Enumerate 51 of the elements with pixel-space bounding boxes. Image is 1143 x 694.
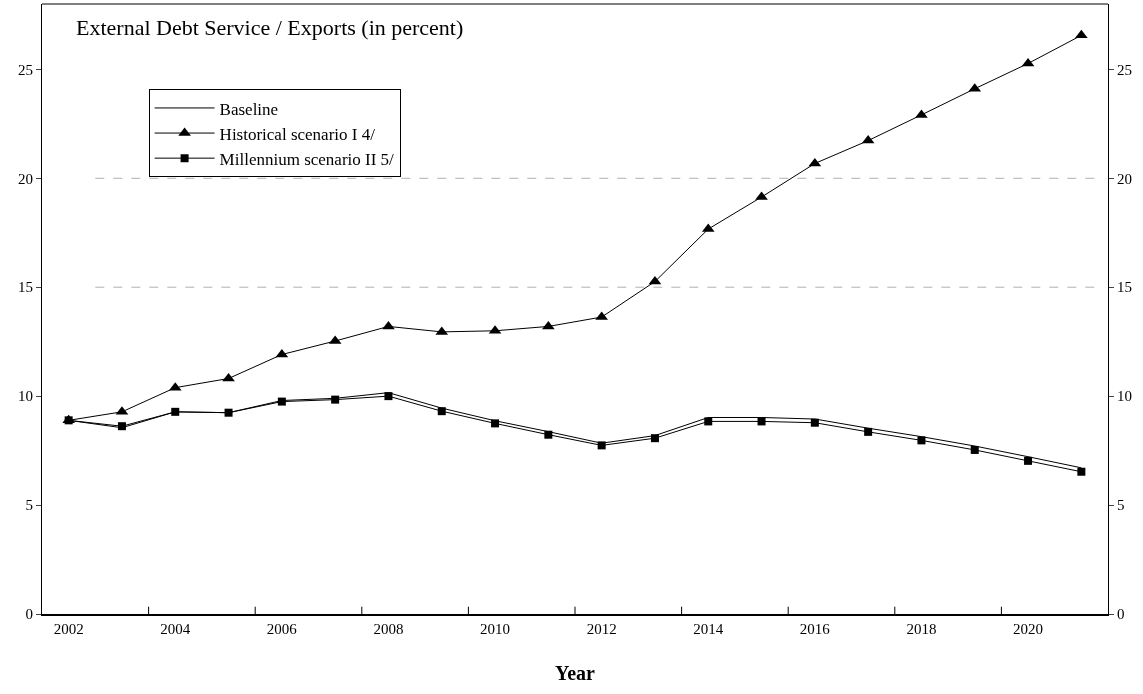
x-tick-label: 2008 xyxy=(373,621,404,637)
y-tick-label: 20 xyxy=(18,170,33,187)
point xyxy=(544,430,553,439)
point xyxy=(808,157,822,167)
x-tick-label: 2006 xyxy=(266,621,298,637)
point xyxy=(437,407,446,416)
point xyxy=(491,419,500,428)
x-tick-label: 2010 xyxy=(480,621,511,637)
legend-label: Baseline xyxy=(219,99,279,119)
x-tick-label: 2012 xyxy=(586,621,617,637)
y2-tick-label: 10 xyxy=(1117,388,1132,405)
point xyxy=(970,445,979,454)
point xyxy=(757,417,766,426)
y-tick-label: 0 xyxy=(25,606,33,623)
x-tick-label: 2014 xyxy=(693,621,724,637)
x-tick-label: 2018 xyxy=(906,621,937,637)
point xyxy=(864,427,873,436)
x-axis-title: Year xyxy=(555,662,596,684)
point xyxy=(277,397,286,406)
point xyxy=(1077,467,1086,476)
point xyxy=(917,436,926,445)
point xyxy=(384,392,393,401)
point xyxy=(597,441,606,450)
x-tick-label: 2004 xyxy=(160,621,191,637)
y-tick-label: 5 xyxy=(25,497,33,514)
y-tick-label: 10 xyxy=(18,388,33,405)
point xyxy=(331,395,340,404)
point xyxy=(542,320,555,330)
point xyxy=(1021,57,1035,67)
point xyxy=(1024,456,1033,465)
y2-tick-label: 20 xyxy=(1117,170,1132,187)
point xyxy=(224,408,233,417)
y2-tick-label: 0 xyxy=(1117,606,1125,623)
point xyxy=(171,407,180,416)
text: External Debt Service / Exports (in percent) xyxy=(76,15,464,40)
point xyxy=(810,418,819,427)
y2-tick-label: 5 xyxy=(1117,497,1125,514)
x-tick-label: 2002 xyxy=(53,621,84,637)
y2-tick-label: 15 xyxy=(1117,279,1132,296)
point xyxy=(1075,29,1088,39)
y-tick-label: 25 xyxy=(18,61,33,78)
x-tick-label: 2020 xyxy=(1013,621,1044,637)
point xyxy=(382,320,395,330)
legend-label: Historical scenario I 4/ xyxy=(219,124,376,144)
legend-label: Millennium scenario II 5/ xyxy=(219,149,395,169)
x-tick-label: 2016 xyxy=(799,621,831,637)
point xyxy=(704,417,713,426)
y2-tick-label: 25 xyxy=(1117,61,1132,78)
y-tick-label: 15 xyxy=(18,279,33,296)
point xyxy=(650,434,659,443)
point xyxy=(117,422,126,431)
